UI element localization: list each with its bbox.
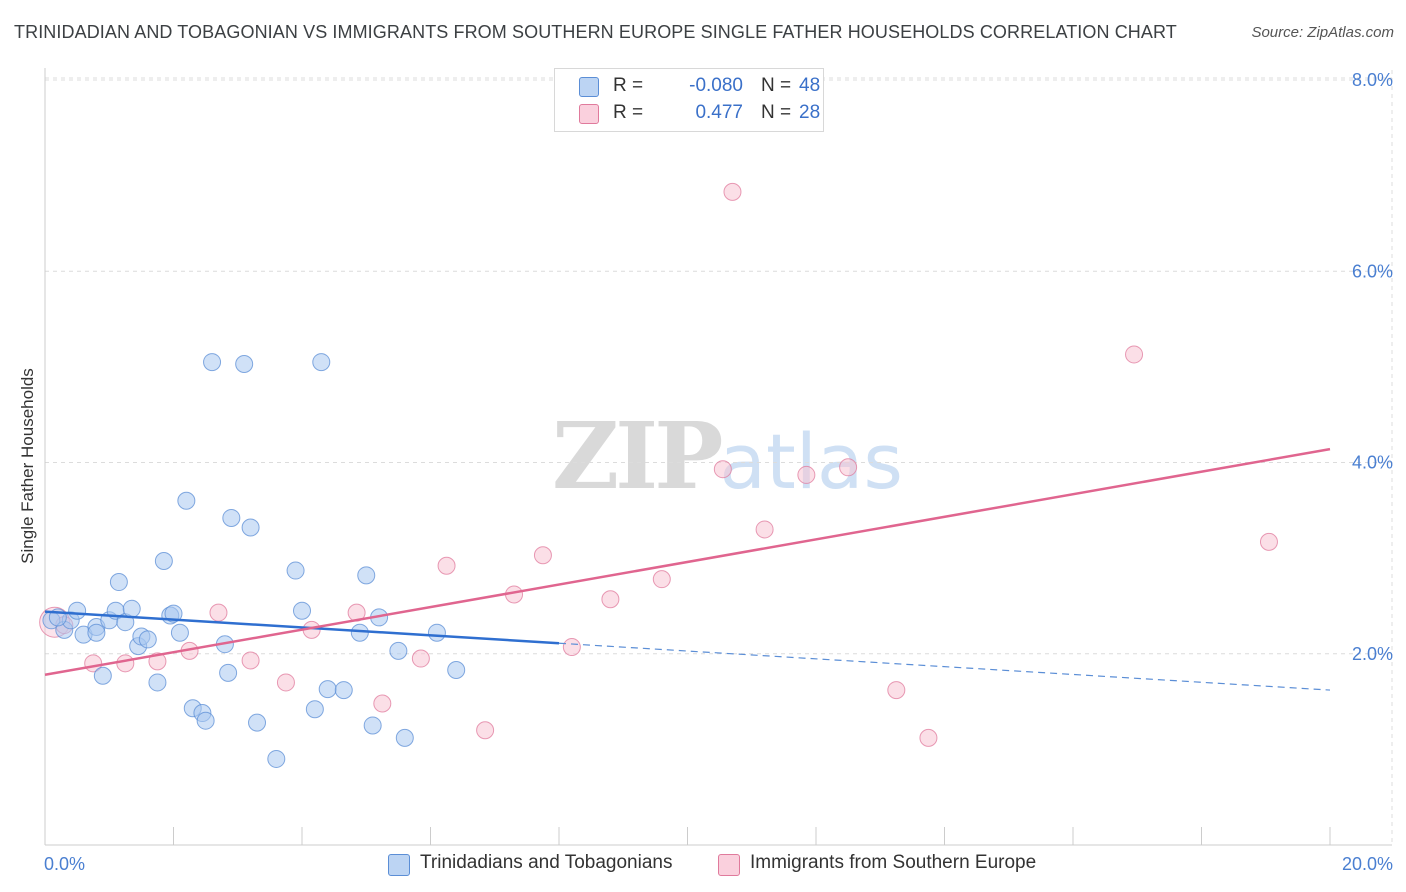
- data-point: [437, 556, 456, 575]
- data-point: [919, 728, 938, 747]
- y-tick-label: 6.0%: [1352, 261, 1393, 281]
- data-point: [196, 711, 215, 730]
- data-point: [170, 623, 189, 642]
- data-point: [68, 601, 87, 620]
- legend-item-label: Trinidadians and Tobagonians: [420, 852, 673, 873]
- data-point: [267, 749, 286, 768]
- watermark-zip: ZIP: [552, 402, 723, 510]
- legend-swatch-blue: [388, 854, 410, 876]
- data-point: [601, 590, 620, 609]
- watermark-atlas: atlas: [719, 417, 904, 506]
- correlation-legend: R = -0.080 N = 48 R = 0.477 N = 28: [554, 68, 824, 132]
- data-point: [286, 561, 305, 580]
- data-point: [755, 520, 774, 539]
- legend-swatch-pink: [718, 854, 740, 876]
- data-point: [241, 651, 260, 670]
- data-point: [723, 182, 742, 201]
- data-point: [562, 638, 581, 657]
- data-point: [312, 353, 331, 372]
- data-point: [476, 721, 495, 740]
- watermark: ZIPatlas: [552, 402, 903, 510]
- data-point: [1125, 345, 1144, 364]
- y-axis-label: Single Father Households: [18, 368, 37, 564]
- data-point: [209, 603, 228, 622]
- data-point: [447, 661, 466, 680]
- data-point: [148, 673, 167, 692]
- legend-r-value: 0.477: [695, 102, 743, 123]
- series-trinidadian-points: [42, 353, 466, 768]
- data-point: [713, 460, 732, 479]
- data-point: [164, 604, 183, 623]
- data-point: [87, 623, 106, 642]
- data-point: [241, 518, 260, 537]
- x-tick-label: 20.0%: [1342, 854, 1393, 874]
- x-tick-label: 0.0%: [44, 854, 85, 874]
- data-point: [122, 599, 141, 618]
- data-point: [334, 681, 353, 700]
- data-point: [177, 491, 196, 510]
- data-point: [1259, 532, 1278, 551]
- legend-r-value: -0.080: [689, 75, 743, 96]
- y-tick-label: 2.0%: [1352, 644, 1393, 664]
- trend-line-trinidadian-extension: [558, 642, 1331, 691]
- data-point: [235, 355, 254, 374]
- data-point: [276, 673, 295, 692]
- axes: [44, 68, 1392, 846]
- data-point: [138, 630, 157, 649]
- data-point: [887, 681, 906, 700]
- data-point: [109, 573, 128, 592]
- data-point: [395, 728, 414, 747]
- grid-lines: [45, 70, 1393, 845]
- tick-labels: 2.0% 4.0% 6.0% 8.0% 0.0% 20.0%: [44, 70, 1393, 874]
- legend-r-label: R =: [613, 75, 644, 96]
- y-tick-label: 4.0%: [1352, 453, 1393, 473]
- trend-lines: [44, 447, 1331, 691]
- data-point: [533, 546, 552, 565]
- chart-title: TRINIDADIAN AND TOBAGONIAN VS IMMIGRANTS…: [14, 22, 1177, 42]
- legend-n-label: N =: [761, 102, 792, 123]
- data-point: [219, 663, 238, 682]
- data-point: [148, 652, 167, 671]
- data-point: [293, 601, 311, 620]
- legend-item-label: Immigrants from Southern Europe: [750, 852, 1037, 873]
- data-point: [222, 508, 241, 527]
- data-point: [305, 700, 324, 719]
- legend-n-value: 28: [799, 102, 821, 123]
- data-point: [248, 713, 267, 732]
- trend-line-trinidadian: [44, 610, 560, 645]
- data-point: [116, 654, 135, 673]
- data-point: [93, 666, 112, 685]
- legend-n-label: N =: [761, 75, 792, 96]
- legend-r-label: R =: [613, 102, 644, 123]
- data-point: [389, 641, 408, 660]
- data-point: [154, 551, 173, 570]
- data-point: [318, 680, 337, 699]
- data-point: [357, 566, 376, 585]
- y-tick-label: 8.0%: [1352, 70, 1393, 90]
- data-point: [203, 353, 222, 372]
- data-point: [652, 570, 671, 589]
- data-point: [427, 623, 446, 642]
- series-southern-europe-points: [39, 182, 1278, 747]
- legend-swatch-pink: [579, 104, 599, 124]
- data-point: [797, 465, 816, 484]
- legend-n-value: 48: [799, 75, 821, 96]
- data-point: [839, 458, 858, 477]
- data-point: [363, 716, 382, 735]
- legend-swatch-blue: [579, 77, 599, 97]
- data-point: [411, 649, 430, 668]
- data-point: [373, 694, 392, 713]
- data-point: [350, 623, 369, 642]
- trend-line-southern-europe: [44, 447, 1331, 677]
- source-label: Source: ZipAtlas.com: [1251, 24, 1394, 41]
